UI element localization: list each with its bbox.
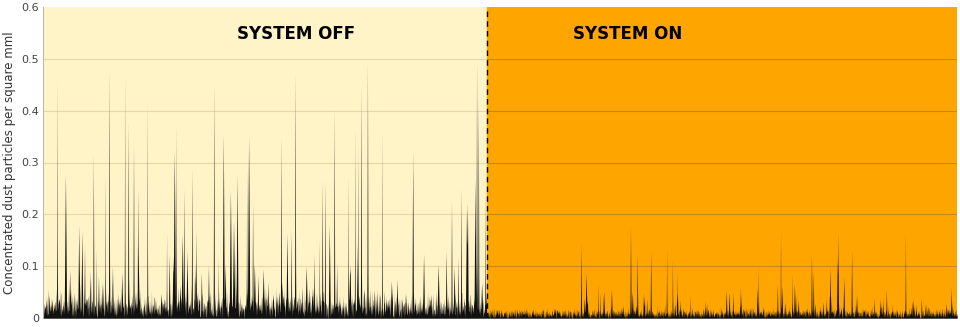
Bar xyxy=(43,7,487,318)
Text: SYSTEM ON: SYSTEM ON xyxy=(573,25,683,43)
Text: SYSTEM OFF: SYSTEM OFF xyxy=(237,25,355,43)
Bar xyxy=(487,7,957,318)
Y-axis label: Concentrated dust particles per square mml: Concentrated dust particles per square m… xyxy=(3,31,15,294)
